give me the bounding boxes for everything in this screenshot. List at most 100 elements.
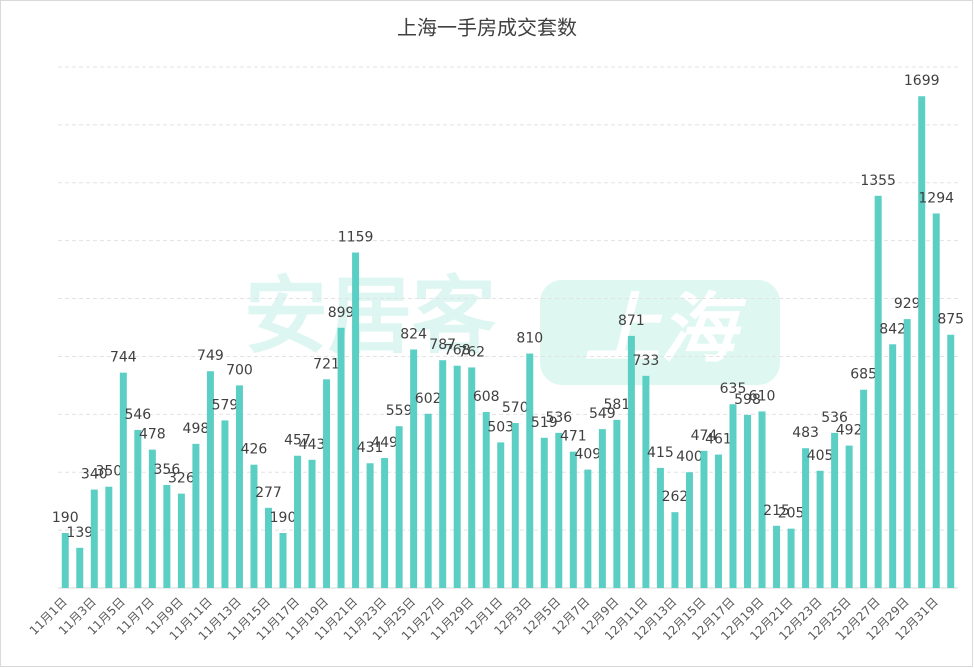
data-label: 139 <box>66 525 93 541</box>
data-label: 409 <box>574 447 601 463</box>
data-label: 744 <box>110 350 137 366</box>
bar <box>700 450 708 588</box>
data-label: 215 <box>763 503 790 519</box>
bar <box>802 448 810 588</box>
bar <box>627 335 635 588</box>
bar <box>845 445 853 588</box>
bar <box>526 353 534 588</box>
data-label: 350 <box>95 464 122 480</box>
bar <box>874 195 882 588</box>
data-label: 549 <box>589 406 616 422</box>
bar <box>105 486 113 588</box>
bar <box>744 414 752 588</box>
data-label: 190 <box>270 510 297 526</box>
bar <box>337 327 345 588</box>
data-label: 483 <box>792 425 819 441</box>
bar <box>685 472 693 588</box>
data-label: 431 <box>357 440 384 456</box>
data-label: 602 <box>415 391 442 407</box>
data-label: 498 <box>183 421 210 437</box>
bar <box>76 547 84 588</box>
bar <box>294 455 302 588</box>
data-label: 608 <box>473 389 500 405</box>
data-label: 581 <box>604 397 631 413</box>
bar <box>221 420 229 588</box>
bar <box>192 443 200 588</box>
bar <box>671 512 679 588</box>
bar <box>279 533 287 588</box>
bar <box>439 360 447 588</box>
bar <box>366 463 374 588</box>
bar <box>613 419 621 588</box>
bar <box>482 412 490 588</box>
bar <box>714 454 722 588</box>
data-label: 356 <box>154 462 181 478</box>
bar <box>816 470 824 588</box>
data-label: 610 <box>749 388 776 404</box>
data-label: 426 <box>241 442 268 458</box>
data-label: 190 <box>52 510 79 526</box>
bar <box>468 367 476 588</box>
bar <box>773 525 781 588</box>
bar <box>352 252 360 589</box>
data-label: 443 <box>299 437 326 453</box>
bar <box>598 429 606 588</box>
watermark: 安居客 <box>244 267 496 365</box>
data-label: 474 <box>691 428 718 444</box>
data-label: 457 <box>284 433 311 449</box>
data-label: 449 <box>371 435 398 451</box>
bar <box>584 469 592 588</box>
data-label: 579 <box>212 397 239 413</box>
data-label: 875 <box>937 312 964 328</box>
data-label: 492 <box>836 423 863 439</box>
bar <box>860 389 868 588</box>
data-label: 205 <box>778 506 805 522</box>
data-label: 415 <box>647 445 674 461</box>
data-label: 871 <box>618 313 645 329</box>
bar <box>555 432 563 588</box>
data-label: 536 <box>545 410 572 426</box>
bar <box>264 507 272 588</box>
data-label: 262 <box>662 489 689 505</box>
bar <box>323 379 331 588</box>
bar <box>642 375 650 588</box>
bar <box>163 484 171 588</box>
data-label: 570 <box>502 400 529 416</box>
chart-title: 上海一手房成交套数 <box>397 16 577 40</box>
data-label: 326 <box>168 471 195 487</box>
bar <box>177 493 185 588</box>
bar <box>903 319 911 588</box>
bar <box>410 349 418 588</box>
bar <box>61 533 69 588</box>
data-label: 461 <box>705 432 732 448</box>
data-label: 787 <box>429 337 456 353</box>
data-label: 405 <box>807 448 834 464</box>
bar <box>148 449 156 588</box>
bar <box>424 413 432 588</box>
bar <box>206 371 214 588</box>
bar <box>889 344 897 588</box>
data-label: 768 <box>444 343 471 359</box>
bar <box>395 426 403 588</box>
data-label: 685 <box>850 367 877 383</box>
bar <box>787 528 795 588</box>
bar <box>90 489 98 588</box>
data-label: 1294 <box>918 190 954 206</box>
bar <box>511 423 519 588</box>
bar <box>947 334 955 588</box>
data-label: 400 <box>676 449 703 465</box>
data-label: 519 <box>531 415 558 431</box>
data-label: 1159 <box>338 230 374 246</box>
data-label: 598 <box>734 392 761 408</box>
watermark: 上海 <box>584 284 747 373</box>
bar <box>656 467 664 588</box>
data-label: 899 <box>328 305 355 321</box>
bar <box>569 451 577 588</box>
bar <box>831 432 839 588</box>
data-label: 277 <box>255 485 282 501</box>
bar <box>918 96 926 588</box>
data-label: 546 <box>124 407 151 423</box>
data-label: 340 <box>81 467 108 483</box>
data-label: 478 <box>139 427 166 443</box>
